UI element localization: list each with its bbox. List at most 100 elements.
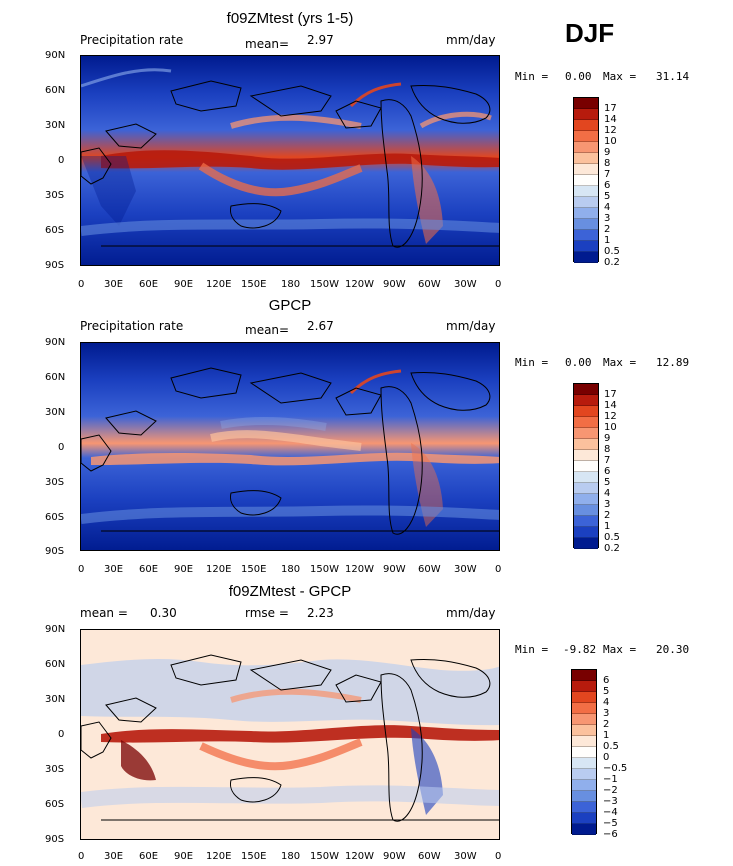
lon-label-diff-5: 150E bbox=[241, 851, 267, 862]
lon-label-model-6: 180 bbox=[281, 279, 301, 290]
lon-label-obs-7: 150W bbox=[310, 564, 339, 575]
colorbar-obs-label-14: 0.5 bbox=[604, 532, 620, 543]
colorbar-obs-seg-3 bbox=[574, 406, 598, 417]
lat-label-diff-3: 0 bbox=[58, 729, 65, 740]
colorbar-obs-label-5: 9 bbox=[604, 433, 611, 444]
colorbar-diff-seg-4 bbox=[572, 703, 596, 714]
lon-label-model-5: 150E bbox=[241, 279, 267, 290]
colorbar-model-seg-3 bbox=[574, 120, 598, 131]
panel-title-diff: f09ZMtest - GPCP bbox=[228, 583, 352, 600]
lat-label-obs-2: 30N bbox=[45, 407, 66, 418]
min-label-diff: Min = bbox=[515, 643, 549, 656]
panel-units-diff: mm/day bbox=[446, 606, 496, 620]
lat-label-model-1: 60N bbox=[45, 85, 66, 96]
colorbar-model-label-7: 7 bbox=[604, 169, 611, 180]
colorbar-obs-seg-6 bbox=[574, 439, 598, 450]
map-model-coastlines bbox=[81, 80, 499, 248]
lon-label-model-0: 0 bbox=[78, 279, 85, 290]
lon-label-model-10: 60W bbox=[418, 279, 441, 290]
colorbar-obs-seg-7 bbox=[574, 450, 598, 461]
panel-units-model: mm/day bbox=[446, 33, 496, 47]
lon-label-model-9: 90W bbox=[383, 279, 406, 290]
colorbar-model-label-15: 0.2 bbox=[604, 257, 620, 268]
colorbar-model-seg-7 bbox=[574, 164, 598, 175]
lat-label-model-5: 60S bbox=[45, 225, 65, 236]
lon-label-model-4: 120E bbox=[206, 279, 232, 290]
colorbar-obs-label-15: 0.2 bbox=[604, 543, 620, 554]
colorbar-model-label-3: 12 bbox=[604, 125, 617, 136]
panel-stat-label-diff: rmse = bbox=[245, 606, 289, 620]
max-label-model: Max = bbox=[603, 70, 637, 83]
colorbar-model-label-14: 0.5 bbox=[604, 246, 620, 257]
lat-label-model-6: 90S bbox=[45, 260, 65, 271]
lon-label-obs-8: 120W bbox=[345, 564, 374, 575]
map-obs bbox=[80, 342, 500, 551]
panel-stat-value-diff: 2.23 bbox=[307, 606, 334, 620]
min-value-diff: -9.82 bbox=[563, 643, 597, 656]
colorbar-model-seg-5 bbox=[574, 142, 598, 153]
colorbar-obs-seg-4 bbox=[574, 417, 598, 428]
max-label-obs: Max = bbox=[603, 356, 637, 369]
colorbar-diff-label-9: −0.5 bbox=[603, 763, 628, 774]
lat-label-obs-1: 60N bbox=[45, 372, 66, 383]
map-obs-coastlines bbox=[81, 367, 499, 535]
min-label-obs: Min = bbox=[515, 356, 549, 369]
colorbar-diff-seg-13 bbox=[572, 802, 596, 813]
colorbar-obs-label-12: 2 bbox=[604, 510, 611, 521]
colorbar-obs-label-8: 6 bbox=[604, 466, 611, 477]
colorbar-model-label-13: 1 bbox=[604, 235, 611, 246]
lon-label-diff-9: 90W bbox=[383, 851, 406, 862]
lon-label-model-1: 30E bbox=[104, 279, 124, 290]
lat-label-obs-6: 90S bbox=[45, 546, 65, 557]
colorbar-obs-label-13: 1 bbox=[604, 521, 611, 532]
colorbar-diff bbox=[571, 669, 597, 835]
colorbar-obs-label-10: 4 bbox=[604, 488, 611, 499]
map-diff bbox=[80, 629, 500, 840]
colorbar-diff-label-11: −2 bbox=[603, 785, 618, 796]
lat-label-model-2: 30N bbox=[45, 120, 66, 131]
panel-stat-value-model: 2.97 bbox=[307, 33, 334, 47]
colorbar-diff-label-14: −5 bbox=[603, 818, 618, 829]
lon-label-obs-5: 150E bbox=[241, 564, 267, 575]
colorbar-obs-seg-5 bbox=[574, 428, 598, 439]
lon-label-model-11: 30W bbox=[454, 279, 477, 290]
colorbar-obs-seg-8 bbox=[574, 461, 598, 472]
colorbar-obs-label-3: 12 bbox=[604, 411, 617, 422]
lat-label-obs-3: 0 bbox=[58, 442, 65, 453]
lat-label-diff-1: 60N bbox=[45, 659, 66, 670]
map-diff-svg bbox=[81, 630, 499, 839]
lon-label-diff-2: 60E bbox=[139, 851, 159, 862]
colorbar-model-label-11: 3 bbox=[604, 213, 611, 224]
colorbar-diff-seg-14 bbox=[572, 813, 596, 824]
lat-label-model-3: 0 bbox=[58, 155, 65, 166]
colorbar-diff-seg-12 bbox=[572, 791, 596, 802]
lon-label-diff-10: 60W bbox=[418, 851, 441, 862]
colorbar-diff-label-10: −1 bbox=[603, 774, 618, 785]
colorbar-diff-label-6: 1 bbox=[603, 730, 610, 741]
colorbar-obs-label-7: 7 bbox=[604, 455, 611, 466]
panel-title-obs: GPCP bbox=[268, 297, 312, 314]
lat-label-diff-5: 60S bbox=[45, 799, 65, 810]
min-label-model: Min = bbox=[515, 70, 549, 83]
lon-label-model-7: 150W bbox=[310, 279, 339, 290]
colorbar-model-seg-6 bbox=[574, 153, 598, 164]
lon-label-diff-11: 30W bbox=[454, 851, 477, 862]
colorbar-diff-label-5: 2 bbox=[603, 719, 610, 730]
colorbar-diff-seg-3 bbox=[572, 692, 596, 703]
panel-stat-label-model: mean= bbox=[245, 37, 290, 51]
colorbar-model-seg-10 bbox=[574, 197, 598, 208]
map-model-svg bbox=[81, 56, 499, 265]
max-value-obs: 12.89 bbox=[656, 356, 690, 369]
colorbar-model-seg-8 bbox=[574, 175, 598, 186]
colorbar-diff-label-2: 5 bbox=[603, 686, 610, 697]
lon-label-diff-12: 0 bbox=[495, 851, 502, 862]
colorbar-obs-seg-10 bbox=[574, 483, 598, 494]
colorbar-model-seg-9 bbox=[574, 186, 598, 197]
lat-label-obs-5: 60S bbox=[45, 512, 65, 523]
colorbar-model-seg-15 bbox=[574, 252, 598, 263]
colorbar-model-seg-14 bbox=[574, 241, 598, 252]
panel-stat-value-obs: 2.67 bbox=[307, 319, 334, 333]
lat-label-model-0: 90N bbox=[45, 50, 66, 61]
colorbar-obs-seg-14 bbox=[574, 527, 598, 538]
colorbar-obs-label-6: 8 bbox=[604, 444, 611, 455]
